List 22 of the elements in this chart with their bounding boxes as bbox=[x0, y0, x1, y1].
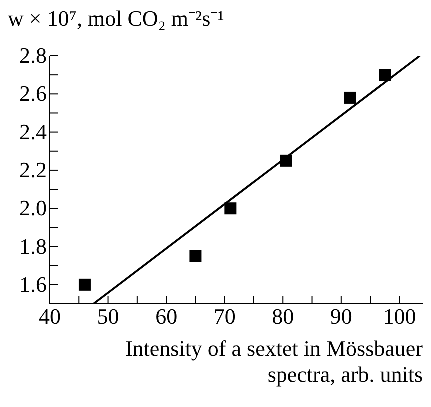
x-axis-title: Intensity of a sextet in Mössbauer spectra, arb. units bbox=[124, 336, 423, 388]
x-tick-label: 70 bbox=[214, 304, 236, 329]
x-tick-label: 80 bbox=[272, 304, 294, 329]
x-tick-label: 50 bbox=[97, 304, 120, 329]
x-tick-label: 90 bbox=[330, 304, 352, 329]
y-tick-label: 2.4 bbox=[20, 119, 47, 144]
y-tick-label: 2.8 bbox=[20, 43, 47, 68]
y-tick-label: 1.6 bbox=[20, 272, 47, 297]
x-tick-label: 60 bbox=[156, 304, 178, 329]
x-tick-label: 40 bbox=[39, 304, 61, 329]
y-tick-label: 1.8 bbox=[20, 234, 47, 259]
point bbox=[78, 278, 91, 291]
point bbox=[190, 250, 202, 262]
y-tick-label: 2.6 bbox=[20, 81, 47, 106]
y-tick-label: 2.2 bbox=[20, 157, 47, 182]
y-axis-title: w × 10⁷, mol CO₂ m⁻²s⁻¹ bbox=[8, 5, 224, 32]
y-tick-label: 2.0 bbox=[20, 196, 47, 221]
point bbox=[379, 69, 392, 82]
x-tick-label: 100 bbox=[383, 304, 416, 329]
point bbox=[344, 92, 356, 104]
point bbox=[224, 202, 237, 215]
point bbox=[280, 154, 292, 167]
